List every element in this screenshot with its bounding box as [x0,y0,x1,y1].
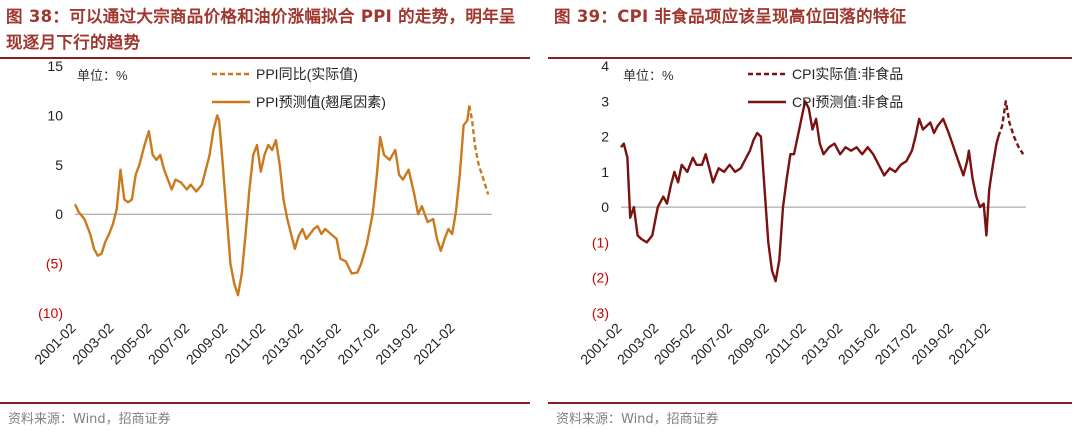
y-tick-label: (3) [592,305,609,321]
chart-canvas: 15 10 5 0 (5) (10)2001-022003-022005-022007-0… [31,58,492,368]
x-tick-label: 2009-02 [183,320,231,368]
y-tick-label: 0 [55,206,63,222]
source-rule [548,402,1072,404]
y-tick-label: 10 [47,107,63,123]
y-tick-label: 3 [601,93,609,109]
x-tick-label: 2007-02 [145,320,193,368]
x-tick-label: 2015-02 [296,320,344,368]
title-rule [548,57,1072,59]
series-line [997,100,1025,155]
chart-canvas: 43210(1)(2)(3)2001-022003-022005-022007-… [577,58,1026,368]
chart-panel-ppi: 图 38：可以通过大宗商品价格和油价涨幅拟合 PPI 的走势，明年呈现逐月下行的… [0,0,540,433]
x-tick-label: 2021-02 [945,320,993,368]
y-tick-label: 5 [55,157,63,173]
unit-label: 单位：% [623,68,674,83]
x-tick-label: 2005-02 [107,320,155,368]
y-tick-label: 15 [47,58,63,74]
y-tick-label: (2) [592,270,609,286]
y-tick-label: 0 [601,199,609,215]
source-note: 资料来源：Wind，招商证券 [8,412,171,427]
unit-label: 单位：% [77,68,128,83]
legend-label: CPI预测值:非食品 [792,94,903,110]
x-tick-label: 2021-02 [410,320,458,368]
x-tick-label: 2017-02 [334,320,382,368]
title-rule [0,57,530,59]
y-tick-label: 1 [601,164,609,180]
x-tick-label: 2003-02 [69,320,117,368]
series-line [468,105,490,195]
chart-title: 图 38：可以通过大宗商品价格和油价涨幅拟合 PPI 的走势，明年呈现逐月下行的… [6,7,516,52]
x-tick-label: 2001-02 [31,320,79,368]
y-tick-label: (5) [46,256,63,272]
x-tick-label: 2013-02 [259,320,307,368]
legend-label: PPI同比(实际值) [256,66,358,82]
legend-label: CPI实际值:非食品 [792,66,903,82]
y-tick-label: 2 [601,129,609,145]
source-rule [0,402,530,404]
y-tick-label: (1) [592,234,609,250]
legend-label: PPI预测值(翘尾因素) [256,94,386,110]
x-tick-label: 2019-02 [372,320,420,368]
series-line [73,105,471,297]
source-note: 资料来源：Wind，招商证券 [556,412,719,427]
series-line [620,100,1000,283]
y-tick-label: (10) [38,305,63,321]
chart-title: 图 39：CPI 非食品项应该呈现高位回落的特征 [554,7,907,26]
x-tick-label: 2009-02 [724,320,772,368]
y-tick-label: 4 [601,58,609,74]
chart-panel-cpi: 图 39：CPI 非食品项应该呈现高位回落的特征 4 3 2 1 0 (1) (2) (3) 2… [548,0,1080,433]
